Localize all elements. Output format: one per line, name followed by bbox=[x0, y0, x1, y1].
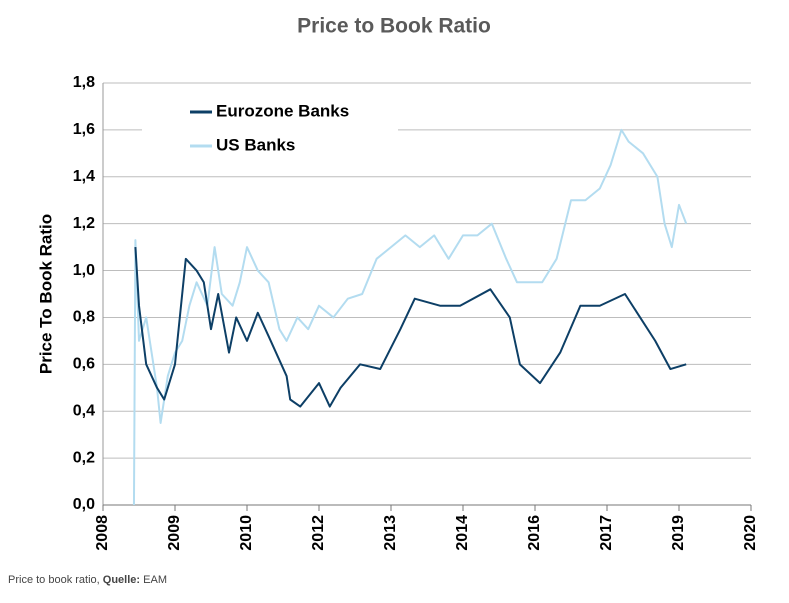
x-tick-label: 2012 bbox=[310, 515, 327, 551]
x-tick-label: 2019 bbox=[670, 515, 687, 551]
y-tick-label: 1,2 bbox=[73, 215, 95, 232]
y-tick-label: 1,8 bbox=[73, 74, 95, 91]
x-tick-label: 2008 bbox=[94, 515, 111, 551]
y-tick-label: 1,4 bbox=[73, 168, 95, 185]
x-tick-label: 2010 bbox=[238, 515, 255, 551]
x-tick-label: 2020 bbox=[742, 515, 759, 551]
source-label: Quelle: bbox=[102, 574, 141, 586]
x-tick-label: 2013 bbox=[382, 515, 399, 551]
series-line bbox=[132, 128, 688, 506]
y-tick-label: 0,2 bbox=[73, 449, 95, 466]
series-line bbox=[134, 247, 687, 408]
legend-label: US Banks bbox=[216, 135, 295, 154]
x-tick-label: 2009 bbox=[166, 515, 183, 551]
chart: Price to Book Ratio Price To Book Ratio … bbox=[36, 15, 759, 551]
caption-text: Price to book ratio, bbox=[8, 574, 103, 586]
legend-box bbox=[142, 95, 398, 165]
y-tick-label: 0,8 bbox=[73, 309, 95, 326]
y-axis-title: Price To Book Ratio bbox=[36, 214, 55, 374]
caption: Price to book ratio, Quelle: EAM bbox=[8, 574, 167, 586]
x-tick-label: 2014 bbox=[454, 515, 471, 551]
x-tick-label: 2016 bbox=[526, 515, 543, 551]
x-tick-label: 2017 bbox=[598, 515, 615, 551]
y-tick-label: 0,4 bbox=[73, 402, 95, 419]
source: EAM bbox=[143, 574, 167, 586]
y-tick-label: 1,6 bbox=[73, 121, 95, 138]
y-tick-label: 1,0 bbox=[73, 262, 95, 279]
y-tick-label: 0,0 bbox=[73, 496, 95, 513]
chart-title: Price to Book Ratio bbox=[297, 15, 491, 38]
y-tick-label: 0,6 bbox=[73, 356, 95, 373]
legend-label: Eurozone Banks bbox=[216, 101, 349, 120]
